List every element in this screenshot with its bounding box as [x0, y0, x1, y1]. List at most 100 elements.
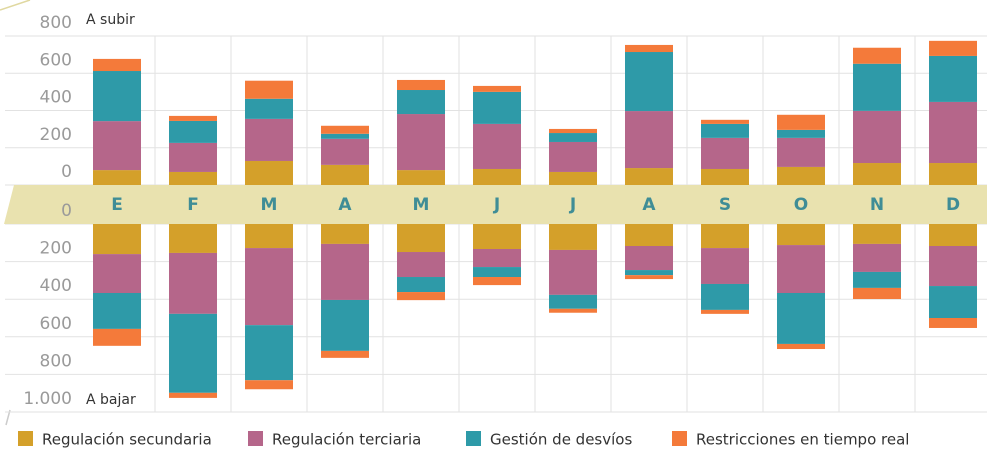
bar-segment	[929, 245, 977, 287]
bar-segment	[93, 292, 141, 329]
bar-segment	[777, 114, 825, 130]
bar-segment	[853, 287, 901, 300]
bar-segment	[777, 166, 825, 185]
bar-segment	[397, 170, 445, 185]
bar-segment	[853, 271, 901, 288]
legend-label: Restricciones en tiempo real	[696, 431, 909, 449]
bar-segment	[701, 224, 749, 249]
bar-segment	[625, 275, 673, 280]
bar-segment	[701, 168, 749, 185]
x-tick-label: M	[413, 195, 430, 215]
y-tick-label: 200	[40, 239, 72, 259]
bar-segment	[853, 47, 901, 64]
bar-segment	[853, 243, 901, 272]
bar-segment	[853, 163, 901, 185]
bar-segment	[321, 125, 369, 134]
y-tick-label: 400	[40, 276, 72, 296]
bar-segment	[169, 142, 217, 172]
x-tick-label: F	[187, 195, 199, 215]
bar-segment	[245, 80, 293, 99]
bar-segment	[701, 283, 749, 310]
bar-segment	[473, 168, 521, 185]
bar-segment	[549, 128, 597, 134]
y-tick-label: 0	[61, 201, 72, 221]
bar-segment	[549, 294, 597, 309]
bar-segment	[93, 328, 141, 346]
bar-segment	[625, 44, 673, 53]
bar-segment	[701, 137, 749, 169]
bar-segment	[169, 313, 217, 393]
bar-segment	[777, 245, 825, 293]
bar-segment	[169, 171, 217, 185]
y-tick-label: 200	[40, 125, 72, 145]
axis-label: A bajar	[86, 392, 136, 408]
bar-segment	[701, 123, 749, 138]
bar-segment	[929, 286, 977, 318]
bar-segment	[701, 119, 749, 124]
bar-segment	[625, 245, 673, 271]
x-tick-label: E	[111, 195, 123, 215]
labels: 0 200 400 600 800 0 200 400 600 800 1.000 A subir A …	[18, 12, 960, 449]
bar-segment	[93, 254, 141, 293]
bar-segment	[625, 224, 673, 246]
x-tick-label: A	[338, 195, 352, 215]
bar-segment	[853, 224, 901, 244]
x-tick-label: D	[946, 195, 960, 215]
legend-label: Regulación terciaria	[272, 431, 421, 449]
bar-segment	[929, 40, 977, 56]
x-tick-label: J	[493, 195, 500, 215]
bar-segment	[169, 115, 217, 121]
y-tick-label: 400	[40, 88, 72, 108]
bar-segment	[701, 248, 749, 284]
legend-swatch	[672, 431, 687, 446]
x-tick-label: A	[642, 195, 656, 215]
bar-segment	[777, 224, 825, 246]
bar-segment	[777, 137, 825, 167]
bar-segment	[929, 163, 977, 185]
category-band	[4, 185, 987, 224]
legend-label: Regulación secundaria	[42, 431, 212, 449]
y-tick-label: 0	[61, 162, 72, 182]
bar-segment	[397, 224, 445, 253]
decoration	[0, 0, 31, 11]
bar-segment	[397, 114, 445, 171]
x-tick-label: M	[261, 195, 278, 215]
bar-segment	[701, 309, 749, 314]
legend-swatch	[18, 431, 33, 446]
bar-segment	[549, 224, 597, 250]
bar-segment	[473, 85, 521, 92]
legend-swatch	[466, 431, 481, 446]
bar-segment	[245, 325, 293, 381]
bar-segment	[93, 170, 141, 185]
bar-segment	[473, 277, 521, 286]
x-tick-label: J	[569, 195, 576, 215]
y-tick-label: 600	[40, 50, 72, 70]
bar-segment	[169, 252, 217, 314]
x-tick-label: O	[794, 195, 808, 215]
bars	[93, 40, 977, 398]
bar-segment	[93, 71, 141, 122]
bar-segment	[93, 121, 141, 171]
legend-swatch	[248, 431, 263, 446]
bar-segment	[321, 133, 369, 139]
bar-segment	[321, 243, 369, 300]
bar-segment	[777, 343, 825, 350]
bar-segment	[321, 299, 369, 351]
bar-segment	[169, 120, 217, 143]
bar-segment	[549, 171, 597, 185]
bar-segment	[245, 248, 293, 326]
bar-segment	[473, 249, 521, 268]
bar-segment	[321, 350, 369, 358]
bar-segment	[473, 91, 521, 124]
bar-segment	[625, 168, 673, 185]
bar-segment	[929, 101, 977, 164]
bar-segment	[321, 224, 369, 244]
bar-segment	[245, 224, 293, 249]
bar-segment	[93, 224, 141, 255]
bar-segment	[929, 224, 977, 246]
bar-segment	[397, 79, 445, 91]
bar-segment	[245, 118, 293, 161]
bar-segment	[625, 270, 673, 276]
bar-segment	[625, 111, 673, 169]
